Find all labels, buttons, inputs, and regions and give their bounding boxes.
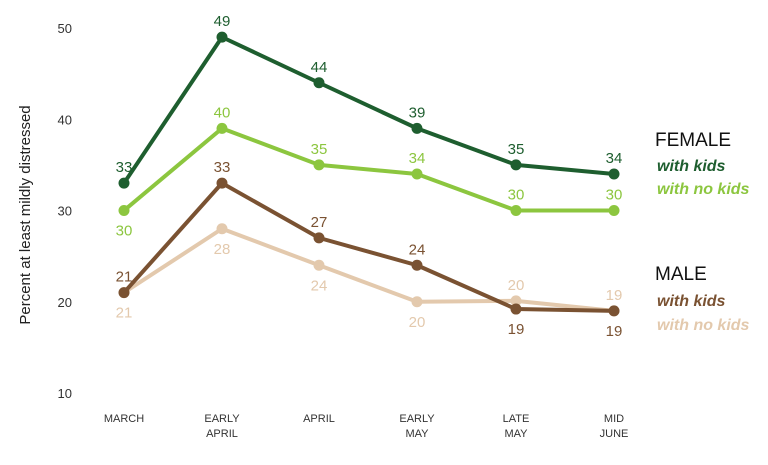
x-tick-label-line: APRIL: [303, 413, 335, 425]
x-tick-label-line: APRIL: [206, 428, 238, 440]
data-point: [313, 77, 325, 89]
data-label: 33: [214, 159, 231, 176]
legend-female-with-no-kids: with no kids: [657, 181, 750, 198]
series-line: [122, 35, 616, 186]
data-point: [313, 159, 325, 171]
x-tick-label: EARLY MAY: [399, 413, 435, 440]
data-point: [510, 205, 522, 216]
data-point: [411, 122, 423, 134]
legend-group-female: FEMALE: [655, 130, 731, 151]
y-tick-label: 20: [58, 295, 72, 310]
y-axis: Percent at least mildly distressed 50 40 3…: [17, 21, 72, 401]
data-point: [118, 287, 130, 299]
data-label: 34: [606, 150, 623, 167]
x-tick-label-line: JUNE: [600, 428, 629, 440]
data-label: 30: [508, 187, 525, 204]
data-label: 20: [409, 314, 426, 331]
series-line: [122, 126, 616, 213]
data-point: [216, 122, 228, 134]
legend-group-male: MALE: [655, 264, 707, 285]
x-axis: MARCH EARLY APRIL APRIL EARLY MAY LATE MAY MID JU…: [104, 413, 629, 440]
data-point: [216, 223, 228, 235]
y-tick-label: 30: [58, 204, 72, 219]
data-label: 24: [409, 241, 426, 258]
data-label: 24: [311, 277, 328, 294]
data-label: 19: [606, 323, 623, 340]
data-label: 20: [508, 277, 525, 294]
x-tick-label-line: MAY: [405, 428, 429, 440]
data-point: [510, 159, 522, 171]
data-label: 44: [311, 59, 328, 76]
data-label: 30: [606, 187, 623, 204]
data-point: [118, 177, 130, 189]
data-label: 35: [508, 141, 525, 158]
y-axis-label: Percent at least mildly distressed: [17, 105, 34, 324]
data-label: 39: [409, 104, 426, 121]
y-tick-label: 50: [58, 21, 72, 36]
x-tick-label: MID JUNE: [600, 413, 629, 440]
legend-female-with-kids: with kids: [657, 158, 726, 175]
data-label: 21: [116, 305, 133, 322]
data-label: 40: [214, 104, 231, 121]
legend-male-with-no-kids: with no kids: [657, 317, 750, 334]
data-point: [510, 295, 522, 307]
data-label: 27: [311, 214, 328, 231]
x-tick-label: APRIL: [303, 413, 335, 425]
data-label: 21: [116, 269, 133, 286]
data-point: [216, 177, 228, 189]
data-point: [411, 259, 423, 271]
data-point: [411, 296, 423, 308]
legend: FEMALE with kids with no kids MALE with …: [655, 130, 750, 334]
data-point: [411, 168, 423, 180]
data-labels: 33 49 44 39 35 34 30 40 35 34 30 30 21 33 27 24 19 19 21 28…: [116, 13, 623, 340]
data-point: [313, 232, 325, 244]
series-line: [122, 181, 616, 313]
x-tick-label-line: EARLY: [399, 413, 435, 425]
x-tick-label: EARLY APRIL: [204, 413, 240, 440]
data-point: [510, 303, 522, 315]
data-label: 19: [508, 321, 525, 338]
x-tick-label-line: MID: [604, 413, 624, 425]
data-label: 19: [606, 287, 623, 304]
data-label: 34: [409, 150, 426, 167]
x-tick-label-line: LATE: [503, 413, 530, 425]
data-label: 35: [311, 141, 328, 158]
data-point: [118, 205, 130, 216]
y-tick-label: 10: [58, 386, 72, 401]
y-tick-label: 40: [58, 112, 72, 127]
data-point: [216, 31, 228, 43]
data-point: [608, 305, 620, 317]
data-point: [313, 259, 325, 271]
x-tick-label: MARCH: [104, 413, 144, 425]
x-tick-label-line: MARCH: [104, 413, 144, 425]
data-label: 30: [116, 223, 133, 240]
data-point: [608, 168, 620, 180]
x-tick-label-line: MAY: [504, 428, 528, 440]
series-line: [122, 226, 616, 313]
data-label: 33: [116, 159, 133, 176]
legend-male-with-kids: with kids: [657, 293, 726, 310]
x-tick-label-line: EARLY: [204, 413, 240, 425]
plot-area: [118, 31, 620, 317]
data-label: 28: [214, 241, 231, 258]
data-label: 49: [214, 13, 231, 30]
data-point: [608, 205, 620, 216]
x-tick-label: LATE MAY: [503, 413, 530, 440]
